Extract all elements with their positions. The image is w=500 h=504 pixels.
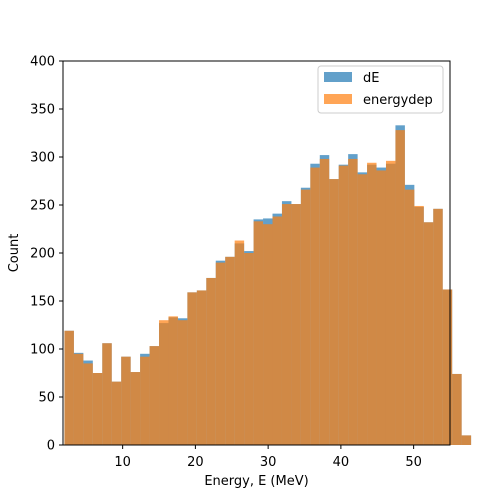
x-tick-label-40: 40	[333, 455, 350, 470]
y-tick-label-400: 400	[30, 55, 55, 70]
bar-energydep-28	[329, 179, 339, 445]
legend-label-energydep: energydep	[363, 93, 433, 108]
x-axis-label: Energy, E (MeV)	[204, 474, 308, 489]
bar-energydep-30	[348, 158, 358, 446]
bar-energydep-40	[442, 289, 453, 445]
bar-energydep-34	[385, 160, 396, 445]
bar-energydep-19	[244, 253, 254, 445]
bar-energydep-12	[177, 320, 188, 445]
bar-energydep-25	[300, 189, 311, 445]
bar-energydep-1	[73, 353, 84, 445]
bar-energydep-35	[395, 130, 405, 445]
x-tick-label-10: 10	[114, 455, 131, 470]
bar-energydep-3	[92, 373, 103, 445]
bar-energydep-37	[414, 205, 424, 445]
y-tick-label-250: 250	[30, 199, 55, 214]
bar-energydep-38	[423, 222, 434, 445]
bar-energydep-4	[102, 343, 112, 445]
bar-energydep-2	[83, 363, 93, 445]
bar-energydep-20	[253, 221, 264, 445]
y-tick-label-50: 50	[38, 391, 55, 406]
bars-layer	[64, 125, 472, 446]
legend-label-de: dE	[363, 71, 379, 86]
x-tick-label-50: 50	[405, 455, 422, 470]
bar-energydep-27	[319, 158, 330, 446]
y-tick-label-200: 200	[30, 247, 55, 262]
bar-energydep-22	[272, 216, 282, 445]
bar-energydep-14	[196, 290, 207, 445]
bar-energydep-39	[433, 208, 443, 445]
bar-energydep-21	[263, 224, 273, 445]
y-tick-label-100: 100	[30, 343, 55, 358]
bar-energydep-26	[310, 167, 320, 445]
legend-swatch-de	[324, 72, 352, 82]
bar-energydep-41	[452, 373, 462, 445]
legend-swatch-energydep	[324, 94, 352, 104]
bar-energydep-33	[376, 170, 386, 445]
y-tick-label-150: 150	[30, 295, 55, 310]
bar-energydep-6	[121, 356, 131, 445]
legend: dE energydep	[317, 65, 444, 114]
y-tick-label-0: 0	[47, 439, 55, 454]
bar-energydep-42	[461, 435, 472, 445]
bar-energydep-7	[130, 372, 141, 445]
bar-energydep-31	[357, 174, 368, 445]
bar-energydep-29	[338, 165, 349, 445]
y-tick-label-350: 350	[30, 103, 55, 118]
series-energydep	[64, 130, 472, 446]
bar-energydep-10	[159, 320, 169, 445]
axes-layer: 10 20 30 40 50 0 50 100 150 200 250 300 350 400	[30, 55, 422, 471]
bar-energydep-11	[168, 316, 178, 445]
bar-energydep-5	[111, 381, 122, 445]
bar-energydep-17	[225, 256, 235, 445]
bar-energydep-13	[187, 292, 197, 445]
bar-energydep-24	[291, 204, 301, 445]
bar-energydep-0	[64, 330, 74, 445]
bar-energydep-16	[215, 262, 226, 445]
y-axis-label: Count	[7, 234, 22, 273]
y-tick-label-300: 300	[30, 151, 55, 166]
bar-energydep-9	[149, 346, 160, 445]
x-tick-label-30: 30	[260, 455, 277, 470]
bar-energydep-32	[367, 162, 377, 445]
bar-energydep-8	[140, 356, 150, 445]
bar-energydep-23	[281, 204, 292, 445]
bar-energydep-15	[206, 277, 216, 445]
bar-energydep-36	[404, 189, 415, 445]
bar-energydep-18	[234, 240, 245, 445]
x-tick-label-20: 20	[187, 455, 204, 470]
